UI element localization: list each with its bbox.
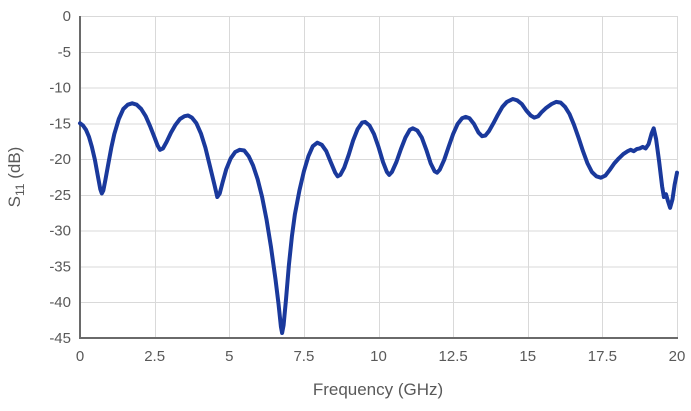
x-tick-label: 5 <box>225 348 233 365</box>
y-tick-label: -5 <box>58 44 71 61</box>
x-axis-title: Frequency (GHz) <box>312 380 444 399</box>
y-tick-label: -25 <box>49 187 71 204</box>
y-tick-label: -20 <box>49 151 71 168</box>
y-tick-label: -15 <box>49 115 71 132</box>
y-tick-label: -10 <box>49 80 71 97</box>
y-tick-label: -35 <box>49 258 71 275</box>
x-tick-label: 20 <box>669 348 686 365</box>
x-tick-label: 10 <box>370 348 387 365</box>
x-tick-label: 2.5 <box>144 348 165 365</box>
x-tick-label: 17.5 <box>588 348 617 365</box>
y-tick-label: -40 <box>49 294 71 311</box>
x-tick-label: 0 <box>76 348 84 365</box>
s11-trace <box>78 97 679 335</box>
y-axis-title: S11 (dB) <box>5 147 27 208</box>
y-tick-label: -30 <box>49 223 71 240</box>
x-tick-label: 15 <box>519 348 536 365</box>
x-tick-label: 12.5 <box>439 348 468 365</box>
y-tick-label: -45 <box>49 330 71 347</box>
y-axis-title-unit: (dB) <box>5 146 24 184</box>
y-tick-label: 0 <box>63 8 71 25</box>
y-axis-title-subscript: 11 <box>13 183 27 196</box>
y-axis-title-base: S <box>5 195 24 208</box>
x-tick-label: 7.5 <box>293 348 314 365</box>
